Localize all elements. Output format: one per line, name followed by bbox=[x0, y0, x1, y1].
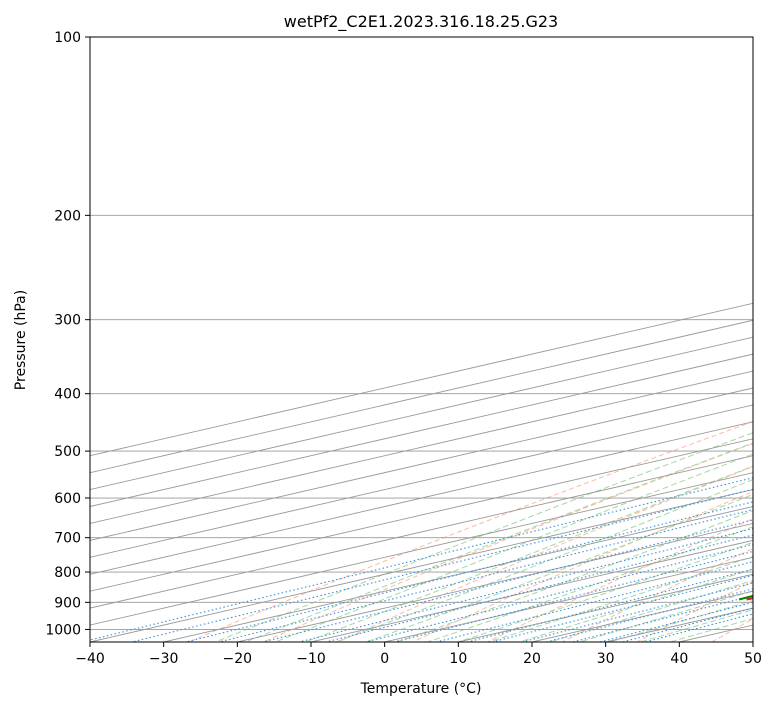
mixing-ratio-line bbox=[434, 561, 753, 642]
mixing-ratio-line bbox=[260, 519, 753, 642]
x-tick-label: 50 bbox=[744, 651, 762, 667]
x-tick-label: −40 bbox=[75, 651, 105, 667]
moist-adiabat-line bbox=[395, 509, 753, 642]
plot-frame bbox=[89, 36, 754, 643]
x-axis: −40 −30 −20 −10 0 10 20 30 40 50 bbox=[75, 642, 762, 667]
isotherm-line bbox=[90, 319, 753, 474]
mixing-ratio-line bbox=[216, 509, 753, 642]
isotherm-line bbox=[90, 421, 753, 575]
y-tick-label: 700 bbox=[54, 531, 81, 547]
mixing-ratio-line bbox=[90, 477, 753, 641]
x-tick-label: 40 bbox=[670, 651, 688, 667]
y-axis: 100 200 300 400 500 600 700 800 900 1000 bbox=[45, 30, 90, 638]
moist-adiabat-line bbox=[517, 568, 753, 642]
isotherm-line bbox=[163, 506, 753, 642]
isotherm-line bbox=[90, 438, 753, 592]
temperature-profile-line bbox=[746, 597, 753, 601]
mixing-ratio-line bbox=[129, 488, 753, 642]
y-tick-label: 400 bbox=[54, 387, 81, 403]
x-tick-label: 10 bbox=[449, 651, 467, 667]
chart-title: wetPf2_C2E1.2023.316.18.25.G23 bbox=[284, 12, 558, 32]
dry-adiabat-line bbox=[561, 547, 753, 642]
mixing-ratio-line bbox=[183, 501, 753, 642]
x-tick-label: 30 bbox=[597, 651, 615, 667]
isotherm-line bbox=[458, 573, 753, 642]
moist-adiabat-line bbox=[243, 442, 753, 642]
y-tick-label: 800 bbox=[54, 565, 81, 581]
y-tick-label: 500 bbox=[54, 444, 81, 460]
dry-adiabat-line bbox=[262, 442, 753, 642]
isotherm-line bbox=[237, 522, 753, 642]
y-tick-label: 100 bbox=[54, 30, 81, 46]
x-tick-label: 20 bbox=[523, 651, 541, 667]
dry-adiabat-line bbox=[411, 491, 753, 642]
background-lines bbox=[90, 24, 775, 654]
isotherm-line bbox=[752, 641, 753, 642]
isotherm-line bbox=[531, 590, 753, 642]
dry-adiabat-line bbox=[187, 421, 753, 642]
moist-adiabat-line bbox=[547, 579, 753, 642]
y-tick-label: 1000 bbox=[45, 622, 81, 638]
isotherm-line bbox=[310, 539, 753, 642]
isotherm-line bbox=[90, 302, 753, 457]
x-tick-label: −10 bbox=[296, 651, 326, 667]
isotherm-line bbox=[384, 556, 753, 642]
moist-adiabat-line bbox=[334, 479, 753, 642]
isotherm-line bbox=[90, 455, 753, 609]
mixing-ratio-line bbox=[323, 534, 753, 642]
x-tick-label: −20 bbox=[223, 651, 253, 667]
isotherm-line bbox=[90, 489, 753, 642]
y-tick-label: 300 bbox=[54, 313, 81, 329]
y-tick-label: 200 bbox=[54, 208, 81, 224]
mixing-ratio-line bbox=[363, 543, 753, 642]
moist-adiabat-line bbox=[637, 609, 753, 642]
y-tick-label: 900 bbox=[54, 595, 81, 611]
y-tick-label: 600 bbox=[54, 491, 81, 507]
moist-adiabat-line bbox=[456, 541, 753, 642]
mixing-ratio-line bbox=[620, 607, 753, 642]
mixing-ratio-line bbox=[391, 550, 753, 642]
moist-adiabat-line bbox=[273, 453, 753, 642]
mixing-ratio-line bbox=[597, 601, 753, 642]
x-tick-label: 0 bbox=[380, 651, 389, 667]
dry-adiabat-line bbox=[635, 580, 753, 642]
dry-adiabat-line bbox=[337, 466, 753, 642]
dry-adiabat-line bbox=[767, 24, 775, 654]
mixing-ratio-line bbox=[642, 613, 753, 642]
profiles bbox=[738, 594, 753, 601]
dewpoint-profile-line bbox=[738, 594, 753, 601]
moist-adiabat-line bbox=[364, 493, 753, 642]
isotherm-line bbox=[90, 472, 753, 626]
moist-adiabat-line bbox=[607, 600, 753, 642]
isotherm-line bbox=[90, 404, 753, 558]
y-axis-title: Pressure (hPa) bbox=[13, 290, 29, 390]
mixing-ratio-line bbox=[296, 527, 753, 642]
moist-adiabat-line bbox=[577, 590, 753, 642]
x-tick-label: −30 bbox=[149, 651, 179, 667]
isotherm-line bbox=[679, 624, 753, 642]
x-axis-title: Temperature (°C) bbox=[360, 681, 482, 697]
isotherm-line bbox=[90, 336, 753, 491]
